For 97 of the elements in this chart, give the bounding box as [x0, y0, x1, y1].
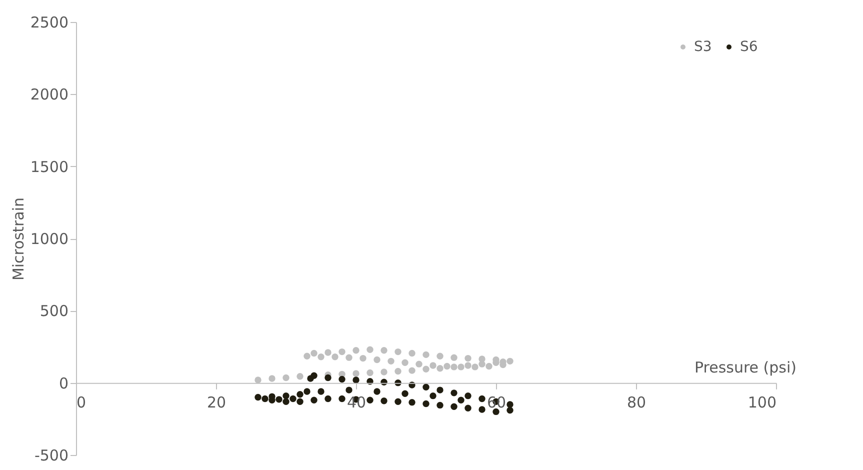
point	[450, 354, 458, 361]
point	[472, 364, 478, 370]
point	[374, 388, 380, 395]
point	[324, 395, 332, 402]
point	[332, 354, 338, 360]
point	[338, 376, 346, 383]
point	[254, 394, 262, 401]
y-tick-label: 1000	[30, 230, 68, 248]
point	[464, 362, 472, 369]
point	[478, 406, 486, 413]
point	[422, 366, 430, 372]
point	[492, 408, 500, 416]
point	[380, 398, 388, 404]
point	[254, 376, 262, 384]
point	[464, 392, 472, 400]
point	[450, 364, 458, 370]
point	[346, 386, 352, 394]
point	[478, 395, 486, 402]
point	[360, 354, 366, 362]
point	[394, 368, 402, 375]
point	[450, 390, 458, 396]
point	[304, 388, 310, 395]
point	[366, 346, 374, 353]
legend-label: S6	[740, 39, 758, 55]
point	[366, 396, 374, 404]
point	[296, 372, 304, 380]
point	[436, 352, 444, 360]
point	[436, 386, 444, 394]
y-tick-label: 2500	[30, 14, 68, 32]
point	[304, 352, 310, 360]
x-tick-label: 60	[486, 393, 506, 412]
point	[388, 358, 394, 365]
point	[408, 398, 416, 406]
point	[352, 370, 360, 377]
point	[478, 356, 486, 362]
point	[346, 354, 352, 361]
point	[318, 388, 324, 395]
point	[310, 350, 318, 357]
point	[506, 401, 514, 408]
point	[380, 347, 388, 354]
point	[402, 359, 408, 366]
point	[366, 369, 374, 376]
point	[430, 362, 436, 369]
point	[450, 403, 458, 410]
point	[338, 395, 346, 402]
point	[352, 376, 360, 384]
point	[464, 404, 472, 412]
point	[282, 392, 290, 400]
point	[310, 372, 318, 379]
point	[402, 390, 408, 398]
x-tick-label: 20	[206, 393, 226, 412]
point	[296, 398, 304, 405]
point	[408, 350, 416, 357]
point	[408, 367, 416, 374]
point	[296, 391, 304, 398]
point	[436, 402, 444, 409]
y-tick-label: 1500	[30, 158, 68, 176]
point	[352, 347, 360, 354]
y-axis-title: Microstrain	[9, 197, 28, 281]
point	[506, 358, 514, 365]
point	[394, 398, 402, 405]
point	[394, 348, 402, 356]
x-tick-label: 0	[76, 393, 86, 412]
point	[268, 375, 276, 382]
y-tick-label: 2000	[30, 86, 68, 104]
x-axis-title: Pressure (psi)	[694, 358, 796, 376]
x-tick-label: 80	[626, 393, 646, 412]
point	[338, 348, 346, 356]
point	[416, 360, 422, 368]
point	[262, 395, 268, 402]
x-tick-label: 40	[346, 393, 366, 412]
point	[380, 368, 388, 376]
point	[276, 396, 282, 403]
point	[422, 400, 430, 408]
point	[282, 398, 290, 405]
point	[422, 384, 430, 391]
point	[444, 362, 450, 370]
point	[436, 365, 444, 372]
y-tick-label: -500	[34, 446, 68, 464]
point	[430, 392, 436, 400]
point	[422, 351, 430, 358]
x-tick-label: 100	[748, 393, 776, 412]
point	[486, 362, 492, 370]
point	[458, 396, 464, 404]
point	[464, 354, 472, 362]
point	[324, 374, 332, 382]
point	[506, 406, 514, 414]
point	[458, 364, 464, 370]
point	[282, 374, 290, 382]
point	[318, 354, 324, 360]
legend-label: S3	[694, 39, 712, 55]
y-tick-label: 500	[40, 302, 68, 320]
point	[324, 349, 332, 356]
y-tick-label: 0	[58, 374, 68, 392]
point	[374, 356, 380, 364]
point	[290, 395, 296, 402]
point	[310, 396, 318, 404]
